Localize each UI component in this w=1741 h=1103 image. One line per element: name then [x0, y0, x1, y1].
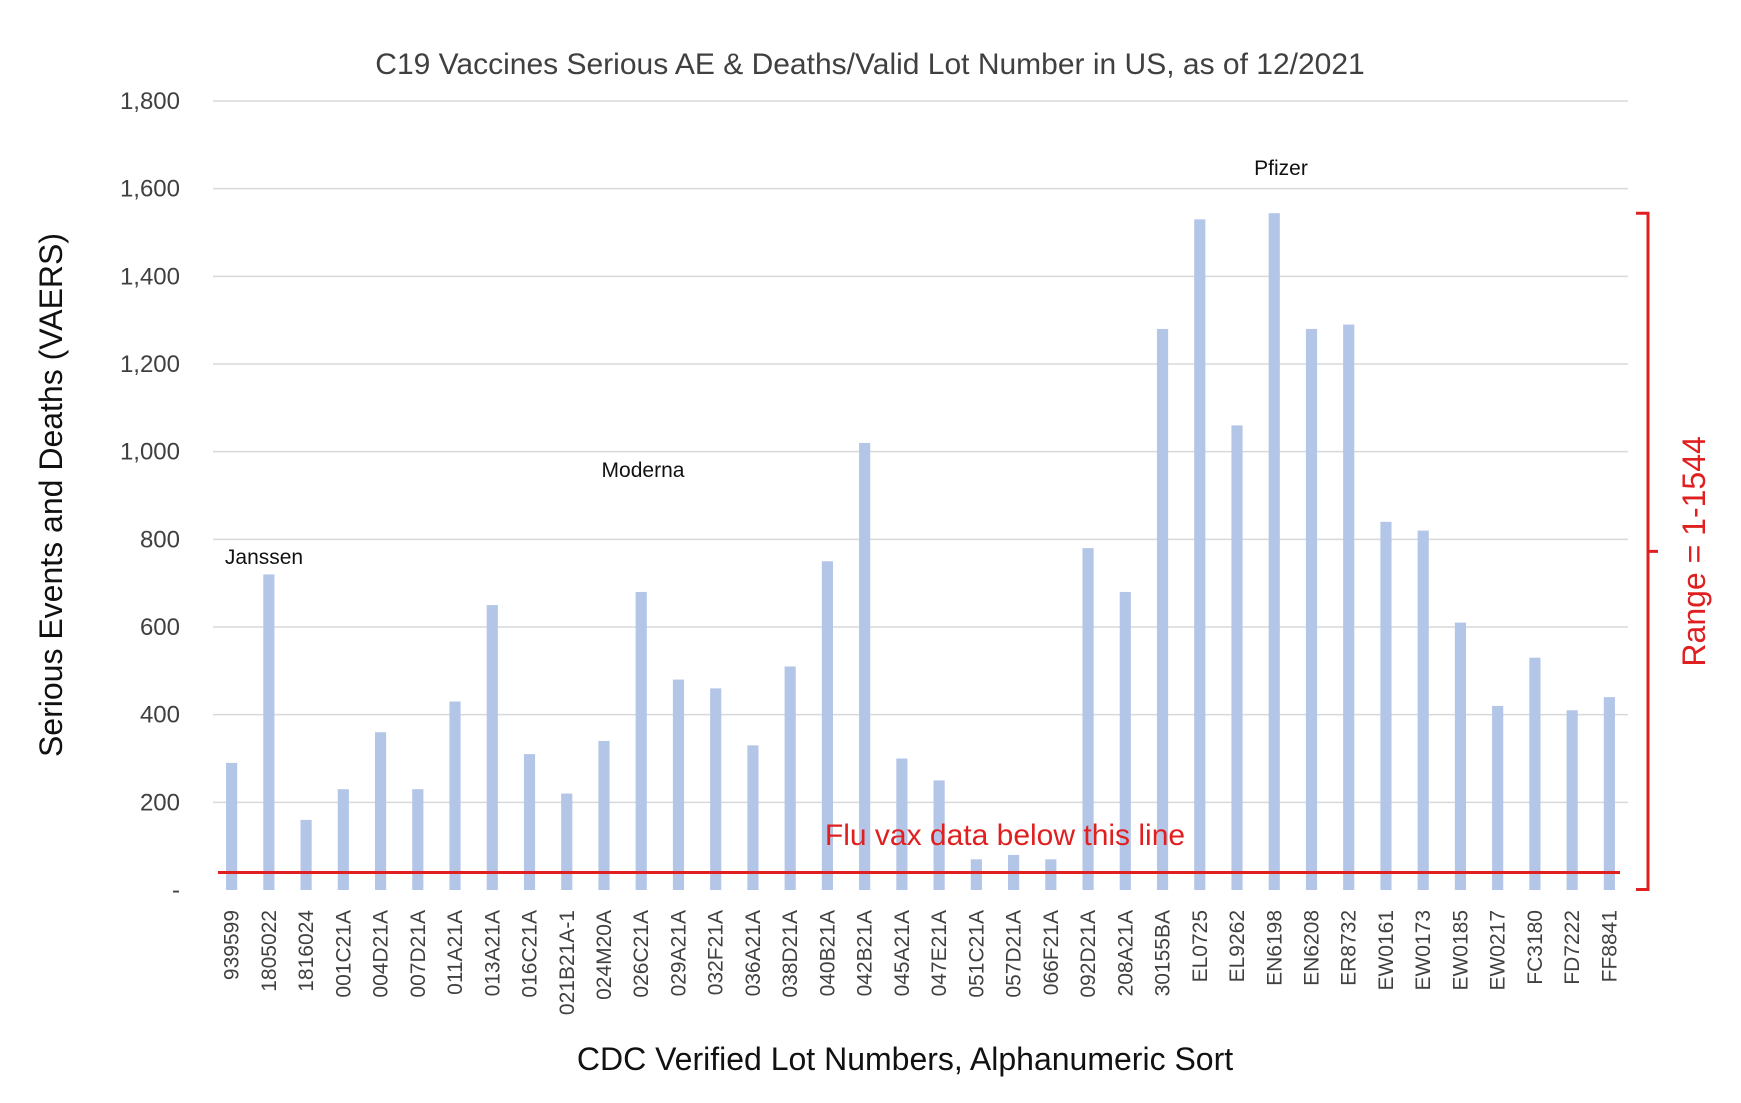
y-tick-label: 1,400: [120, 263, 180, 290]
bar-EL0725: [1194, 219, 1206, 891]
range-bracket: [1636, 211, 1658, 892]
x-tick-label: 051C21A: [965, 910, 988, 998]
bar-066F21A: [1045, 859, 1057, 890]
x-tick-label: 013A21A: [481, 910, 504, 996]
y-axis-label: Serious Events and Deaths (VAERS): [33, 233, 69, 757]
y-tick-label: 800: [140, 526, 180, 553]
bar-051C21A: [970, 859, 982, 890]
x-tick-label: 092D21A: [1077, 910, 1100, 998]
x-tick-label: 045A21A: [891, 910, 914, 996]
x-tick-label: FC3180: [1524, 910, 1547, 985]
x-tick-label: 011A21A: [444, 910, 467, 995]
range-annotation: Range = 1-1544: [1676, 436, 1712, 666]
bar-FC3180: [1529, 657, 1541, 890]
y-tick-label: 600: [140, 614, 180, 641]
group-label-moderna: Moderna: [602, 459, 685, 482]
bar-007D21A: [412, 789, 424, 890]
bar-EN6208: [1305, 328, 1318, 890]
x-tick-label: 047E21A: [928, 910, 951, 996]
x-tick-label: 1805022: [258, 910, 281, 992]
x-tick-label: 026C21A: [630, 910, 653, 998]
x-tick-label: 004D21A: [370, 910, 393, 998]
bar-1805022: [263, 574, 275, 890]
x-tick-label: 021B21A-1: [556, 910, 579, 1015]
x-tick-label: FD7222: [1561, 910, 1584, 985]
y-axis-ticks: - 200 400 600 800 1,000 1,200 1,400 1,600 1,800: [120, 88, 180, 904]
x-tick-label: 038D21A: [779, 910, 802, 998]
bar-30155BA: [1156, 328, 1169, 890]
bar-047E21A: [933, 780, 945, 890]
x-tick-label: 042B21A: [854, 910, 877, 996]
x-tick-label: EN6198: [1263, 910, 1286, 986]
y-tick-label: 400: [140, 702, 180, 729]
bar-EW0217: [1492, 705, 1504, 890]
bar-032F21A: [710, 688, 722, 890]
group-label-pfizer: Pfizer: [1254, 157, 1308, 180]
x-tick-label: FF8841: [1598, 910, 1621, 982]
bar-026C21A: [635, 591, 647, 890]
bar-038D21A: [784, 666, 796, 890]
bar-029A21A: [672, 679, 685, 890]
x-tick-label: 040B21A: [816, 910, 839, 996]
x-tick-label: EL0725: [1189, 910, 1212, 982]
x-tick-label: EW0217: [1487, 910, 1510, 991]
bar-FF8841: [1603, 697, 1615, 890]
bar-1816024: [300, 819, 312, 890]
bar-036A21A: [747, 745, 759, 890]
bar-021B21A-1: [561, 793, 573, 890]
bar-208A21A: [1119, 591, 1131, 890]
y-tick-label: 1,600: [120, 176, 180, 203]
bar-016C21A: [523, 754, 536, 890]
bars: [226, 213, 1615, 891]
chart-title: C19 Vaccines Serious AE & Deaths/Valid L…: [375, 48, 1364, 81]
x-tick-label: EL9262: [1226, 910, 1249, 982]
x-tick-label: EW0173: [1412, 910, 1435, 991]
bar-001C21A: [337, 789, 349, 890]
bar-EW0185: [1454, 622, 1467, 890]
bar-EW0173: [1417, 530, 1429, 890]
bar-013A21A: [486, 605, 498, 890]
bar-045A21A: [896, 758, 908, 890]
bar-024M20A: [598, 740, 610, 890]
x-tick-label: 007D21A: [407, 910, 430, 998]
bar-ER8732: [1343, 324, 1355, 890]
x-tick-label: EW0185: [1449, 910, 1472, 991]
y-tick-label: 200: [140, 789, 180, 816]
x-tick-label: EW0161: [1375, 910, 1398, 991]
y-tick-label: 1,000: [120, 439, 180, 466]
x-tick-label: 032F21A: [705, 910, 728, 995]
flu-vax-annotation: Flu vax data below this line: [825, 819, 1185, 852]
bar-939599: [226, 762, 238, 890]
x-tick-label: 036A21A: [742, 910, 765, 996]
x-tick-label: ER8732: [1338, 910, 1361, 986]
bar-040B21A: [821, 561, 833, 890]
bar-004D21A: [374, 732, 387, 890]
group-label-janssen: Janssen: [225, 546, 303, 569]
x-axis-label: CDC Verified Lot Numbers, Alphanumeric S…: [577, 1041, 1233, 1077]
bar-FD7222: [1566, 710, 1578, 890]
x-tick-label: 029A21A: [667, 910, 690, 996]
x-tick-label: 057D21A: [1003, 910, 1026, 998]
bar-EN6198: [1268, 213, 1280, 891]
x-tick-label: 939599: [221, 910, 244, 980]
bar-092D21A: [1082, 548, 1094, 890]
bar-011A21A: [449, 701, 461, 890]
x-tick-label: 016C21A: [519, 910, 542, 998]
x-tick-label: 30155BA: [1152, 910, 1175, 996]
bar-042B21A: [859, 442, 871, 890]
bar-EL9262: [1231, 425, 1243, 890]
x-tick-label: 066F21A: [1040, 910, 1063, 995]
x-tick-label: 1816024: [295, 910, 318, 992]
gridlines: [213, 100, 1628, 804]
x-tick-label: 024M20A: [593, 910, 616, 1000]
y-tick-label: -: [172, 877, 180, 904]
bar-EW0161: [1380, 521, 1392, 890]
y-tick-label: 1,200: [120, 351, 180, 378]
x-tick-label: 208A21A: [1114, 910, 1137, 996]
y-tick-label: 1,800: [120, 88, 180, 115]
x-tick-label: EN6208: [1300, 910, 1323, 986]
x-axis-ticks: 939599 1805022 1816024 001C21A 004D21A 007D21…: [221, 910, 1622, 1015]
x-tick-label: 001C21A: [332, 910, 355, 998]
